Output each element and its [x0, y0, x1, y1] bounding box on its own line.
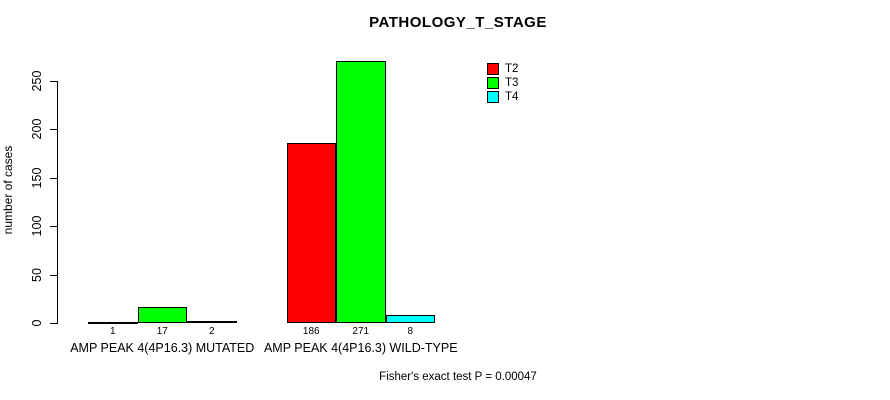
y-axis-tick — [50, 177, 57, 179]
category-label: AMP PEAK 4(4P16.3) MUTATED — [70, 341, 255, 355]
y-axis-tick-label: 50 — [30, 267, 44, 282]
y-axis-tick — [50, 226, 57, 228]
bar-t2-group2 — [286, 142, 336, 323]
bar-value-label: 17 — [156, 326, 168, 337]
bar-value-label: 186 — [302, 326, 320, 337]
bar-t4-group2 — [385, 315, 435, 323]
legend-label: T2 — [505, 63, 519, 75]
bar-t2-group1 — [88, 322, 138, 324]
bar-t4-group1 — [187, 321, 237, 324]
y-axis-tick-label: 100 — [30, 215, 44, 237]
legend-item-t4: T4 — [487, 90, 518, 104]
legend-label: T3 — [505, 77, 519, 89]
bar-value-label: 271 — [352, 326, 370, 337]
y-axis-line — [57, 81, 58, 324]
legend: T2 T3 T4 — [487, 62, 518, 104]
legend-swatch-t2 — [487, 63, 499, 75]
y-axis-tick — [50, 81, 57, 82]
bar-t3-group1 — [137, 306, 187, 323]
y-axis-tick-label: 250 — [30, 70, 44, 92]
y-axis-tick-label: 200 — [30, 118, 44, 140]
bar-value-label: 8 — [407, 326, 414, 337]
y-axis-tick-label: 150 — [30, 167, 44, 189]
legend-item-t2: T2 — [487, 62, 518, 76]
y-axis-tick — [50, 274, 57, 276]
legend-item-t3: T3 — [487, 76, 518, 90]
bar-value-label: 1 — [109, 326, 116, 337]
legend-swatch-t3 — [487, 77, 499, 89]
legend-label: T4 — [505, 91, 519, 103]
statistical-test-annotation: Fisher's exact test P = 0.00047 — [379, 371, 537, 383]
bar-t3-group2 — [336, 60, 386, 323]
legend-swatch-t4 — [487, 91, 499, 103]
y-axis-tick — [50, 129, 57, 131]
y-axis-tick — [50, 323, 57, 324]
y-axis-label: number of cases — [1, 145, 15, 235]
category-label: AMP PEAK 4(4P16.3) WILD-TYPE — [263, 341, 458, 355]
y-axis-tick-label: 0 — [30, 319, 44, 327]
chart-title: PATHOLOGY_T_STAGE — [369, 14, 547, 31]
bar-value-label: 2 — [208, 326, 215, 337]
